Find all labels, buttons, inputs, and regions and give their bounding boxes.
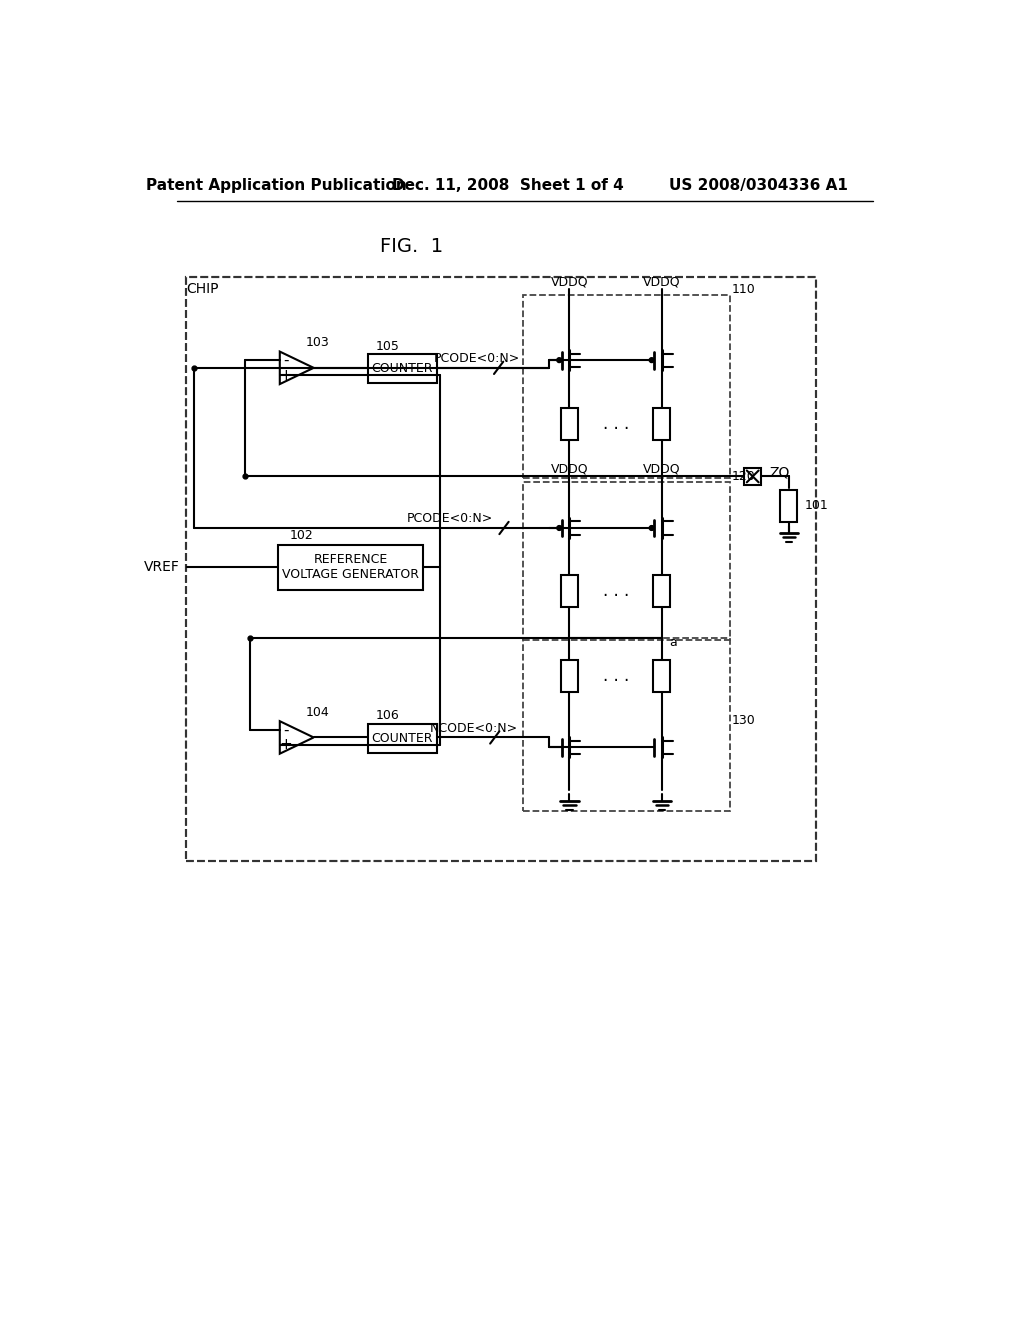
Text: . . .: . . . [602, 414, 629, 433]
Text: 104: 104 [306, 705, 330, 718]
Bar [186, 277, 816, 861]
Bar [653, 408, 671, 441]
Text: 120: 120 [732, 470, 756, 483]
Text: VDDQ: VDDQ [551, 463, 588, 477]
Text: . . .: . . . [602, 582, 629, 601]
Polygon shape [280, 721, 313, 754]
Text: VDDQ: VDDQ [643, 463, 681, 477]
Bar [523, 482, 730, 640]
Polygon shape [280, 351, 313, 384]
Text: PCODE<0:N>: PCODE<0:N> [434, 352, 520, 366]
Text: 106: 106 [376, 709, 399, 722]
Text: a: a [670, 636, 677, 649]
Text: -: - [283, 722, 289, 738]
Text: VDDQ: VDDQ [551, 276, 588, 289]
Text: -: - [283, 352, 289, 368]
Circle shape [557, 525, 561, 531]
Circle shape [557, 358, 561, 363]
Text: Dec. 11, 2008  Sheet 1 of 4: Dec. 11, 2008 Sheet 1 of 4 [392, 178, 624, 193]
Text: 103: 103 [306, 335, 330, 348]
Text: REFERENCE: REFERENCE [313, 553, 388, 566]
Bar [561, 408, 578, 441]
Text: +: + [280, 368, 292, 383]
Text: CHIP: CHIP [186, 282, 219, 296]
Text: VDDQ: VDDQ [643, 276, 681, 289]
Bar [653, 660, 671, 692]
Text: +: + [280, 738, 292, 752]
Bar [368, 354, 437, 383]
Text: 110: 110 [732, 282, 756, 296]
Text: Patent Application Publication: Patent Application Publication [146, 178, 408, 193]
Text: US 2008/0304336 A1: US 2008/0304336 A1 [669, 178, 848, 193]
Bar [780, 490, 798, 521]
Text: PCODE<0:N>: PCODE<0:N> [407, 512, 494, 525]
Text: 130: 130 [732, 714, 756, 727]
Circle shape [649, 358, 654, 363]
Bar [561, 660, 578, 692]
Text: ZQ: ZQ [770, 466, 791, 479]
Text: COUNTER: COUNTER [372, 731, 433, 744]
Bar [186, 277, 816, 861]
Text: FIG.  1: FIG. 1 [380, 238, 443, 256]
Bar [561, 576, 578, 607]
Text: VOLTAGE GENERATOR: VOLTAGE GENERATOR [283, 568, 419, 581]
Text: COUNTER: COUNTER [372, 362, 433, 375]
Bar [523, 294, 730, 478]
Text: . . .: . . . [602, 667, 629, 685]
Text: 102: 102 [290, 529, 313, 543]
Text: VREF: VREF [144, 560, 180, 574]
Text: NCODE<0:N>: NCODE<0:N> [430, 722, 518, 735]
Bar [653, 576, 671, 607]
Text: 101: 101 [804, 499, 828, 512]
Circle shape [649, 525, 654, 531]
Bar [744, 469, 761, 484]
Bar [523, 638, 730, 812]
Bar [368, 723, 437, 752]
Bar [279, 545, 423, 590]
Text: 105: 105 [376, 339, 399, 352]
